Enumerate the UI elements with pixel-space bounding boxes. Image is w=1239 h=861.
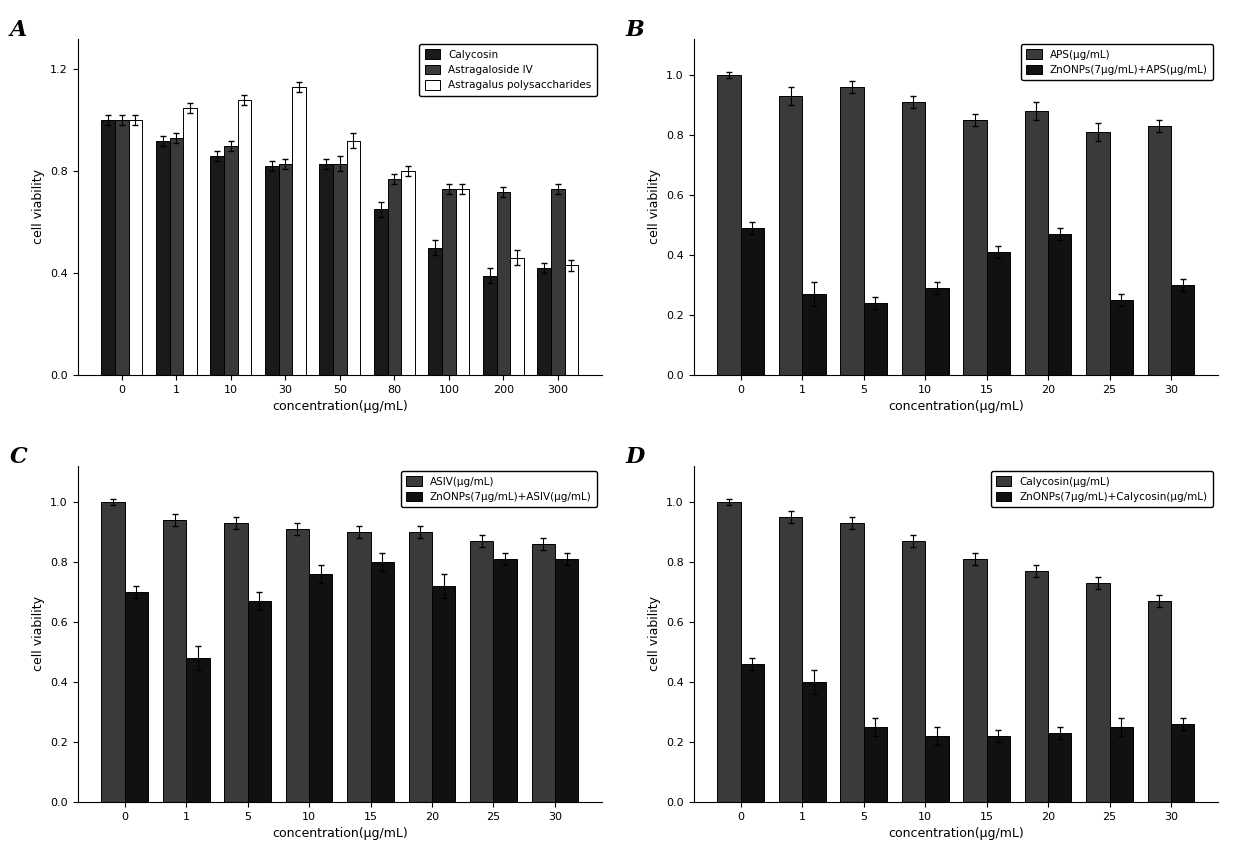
Bar bbox=[864, 727, 887, 802]
Legend: ASIV(μg/mL), ZnONPs(7μg/mL)+ASIV(μg/mL): ASIV(μg/mL), ZnONPs(7μg/mL)+ASIV(μg/mL) bbox=[400, 471, 597, 507]
Bar bbox=[374, 209, 388, 375]
Bar bbox=[125, 592, 149, 802]
Bar bbox=[309, 574, 332, 802]
Bar bbox=[986, 736, 1010, 802]
Bar bbox=[115, 121, 129, 375]
Bar bbox=[279, 164, 292, 375]
Bar bbox=[186, 658, 209, 802]
Bar bbox=[926, 736, 949, 802]
Bar bbox=[1171, 724, 1194, 802]
Bar bbox=[347, 532, 370, 802]
Bar bbox=[1147, 126, 1171, 375]
Bar bbox=[902, 541, 926, 802]
Bar bbox=[717, 75, 741, 375]
Bar bbox=[456, 189, 470, 375]
Bar bbox=[102, 121, 115, 375]
Y-axis label: cell viability: cell viability bbox=[648, 597, 660, 672]
X-axis label: concentration(μg/mL): concentration(μg/mL) bbox=[273, 827, 408, 840]
Legend: Calycosin(μg/mL), ZnONPs(7μg/mL)+Calycosin(μg/mL): Calycosin(μg/mL), ZnONPs(7μg/mL)+Calycos… bbox=[991, 471, 1213, 507]
X-axis label: concentration(μg/mL): concentration(μg/mL) bbox=[888, 827, 1023, 840]
Bar bbox=[1048, 234, 1072, 375]
Bar bbox=[963, 120, 986, 375]
Bar bbox=[741, 228, 764, 375]
Bar bbox=[292, 87, 306, 375]
Bar bbox=[802, 294, 825, 375]
Bar bbox=[409, 532, 432, 802]
Bar bbox=[986, 252, 1010, 375]
Bar bbox=[1087, 583, 1109, 802]
Bar bbox=[102, 502, 125, 802]
Bar bbox=[840, 87, 864, 375]
Bar bbox=[248, 601, 271, 802]
Bar bbox=[741, 664, 764, 802]
Bar bbox=[401, 171, 415, 375]
Bar bbox=[717, 502, 741, 802]
Bar bbox=[442, 189, 456, 375]
Bar bbox=[779, 517, 802, 802]
Bar bbox=[963, 559, 986, 802]
Bar bbox=[510, 257, 524, 375]
Bar bbox=[802, 682, 825, 802]
X-axis label: concentration(μg/mL): concentration(μg/mL) bbox=[273, 400, 408, 413]
Bar bbox=[238, 100, 252, 375]
Legend: Calycosin, Astragaloside IV, Astragalus polysaccharides: Calycosin, Astragaloside IV, Astragalus … bbox=[419, 44, 597, 96]
Text: D: D bbox=[626, 446, 644, 468]
Bar bbox=[555, 559, 579, 802]
Bar bbox=[388, 179, 401, 375]
Bar bbox=[370, 562, 394, 802]
Bar bbox=[1171, 285, 1194, 375]
Bar bbox=[840, 523, 864, 802]
Y-axis label: cell viability: cell viability bbox=[31, 170, 45, 245]
Bar bbox=[183, 108, 197, 375]
Y-axis label: cell viability: cell viability bbox=[31, 597, 45, 672]
Bar bbox=[429, 248, 442, 375]
Bar bbox=[1025, 571, 1048, 802]
Bar bbox=[129, 121, 142, 375]
Y-axis label: cell viability: cell viability bbox=[648, 170, 660, 245]
Bar bbox=[1147, 601, 1171, 802]
Bar bbox=[170, 138, 183, 375]
X-axis label: concentration(μg/mL): concentration(μg/mL) bbox=[888, 400, 1023, 413]
Bar bbox=[779, 96, 802, 375]
Bar bbox=[926, 288, 949, 375]
Bar bbox=[224, 146, 238, 375]
Bar bbox=[551, 189, 565, 375]
Bar bbox=[156, 140, 170, 375]
Bar bbox=[483, 276, 497, 375]
Bar bbox=[265, 166, 279, 375]
Bar bbox=[497, 192, 510, 375]
Bar bbox=[1109, 300, 1132, 375]
Bar bbox=[432, 586, 456, 802]
Bar bbox=[320, 164, 333, 375]
Bar bbox=[1109, 727, 1132, 802]
Bar bbox=[1025, 111, 1048, 375]
Bar bbox=[347, 140, 361, 375]
Bar bbox=[211, 156, 224, 375]
Text: B: B bbox=[626, 19, 644, 40]
Bar bbox=[1048, 733, 1072, 802]
Bar bbox=[538, 268, 551, 375]
Bar bbox=[493, 559, 517, 802]
Bar bbox=[902, 102, 926, 375]
Bar bbox=[286, 529, 309, 802]
Bar bbox=[162, 520, 186, 802]
Bar bbox=[470, 541, 493, 802]
Bar bbox=[1087, 132, 1109, 375]
Bar bbox=[864, 303, 887, 375]
Bar bbox=[224, 523, 248, 802]
Bar bbox=[565, 265, 579, 375]
Legend: APS(μg/mL), ZnONPs(7μg/mL)+APS(μg/mL): APS(μg/mL), ZnONPs(7μg/mL)+APS(μg/mL) bbox=[1021, 44, 1213, 80]
Text: C: C bbox=[10, 446, 27, 468]
Bar bbox=[532, 544, 555, 802]
Text: A: A bbox=[10, 19, 26, 40]
Bar bbox=[333, 164, 347, 375]
